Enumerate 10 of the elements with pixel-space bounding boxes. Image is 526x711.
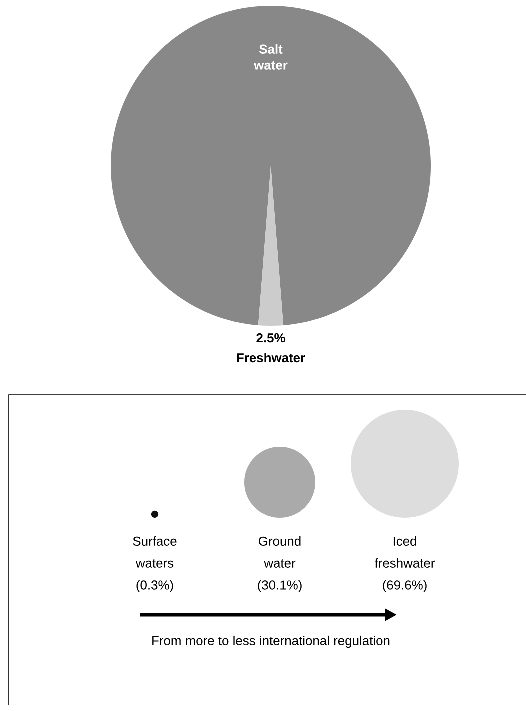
slice-label: Salt water	[254, 44, 288, 70]
data-label: 2.5%	[256, 334, 286, 343]
category-label: Iced freshwater	[374, 536, 436, 568]
category-label: Ground water	[259, 536, 301, 568]
data-label: (69.6%)	[383, 580, 427, 592]
slice-label: Freshwater	[237, 353, 306, 363]
data-label: (0.3%)	[136, 580, 174, 592]
text: From more to less international regulation	[152, 636, 390, 648]
data-label: (30.1%)	[258, 580, 302, 592]
category-label: Surface waters	[133, 536, 177, 568]
